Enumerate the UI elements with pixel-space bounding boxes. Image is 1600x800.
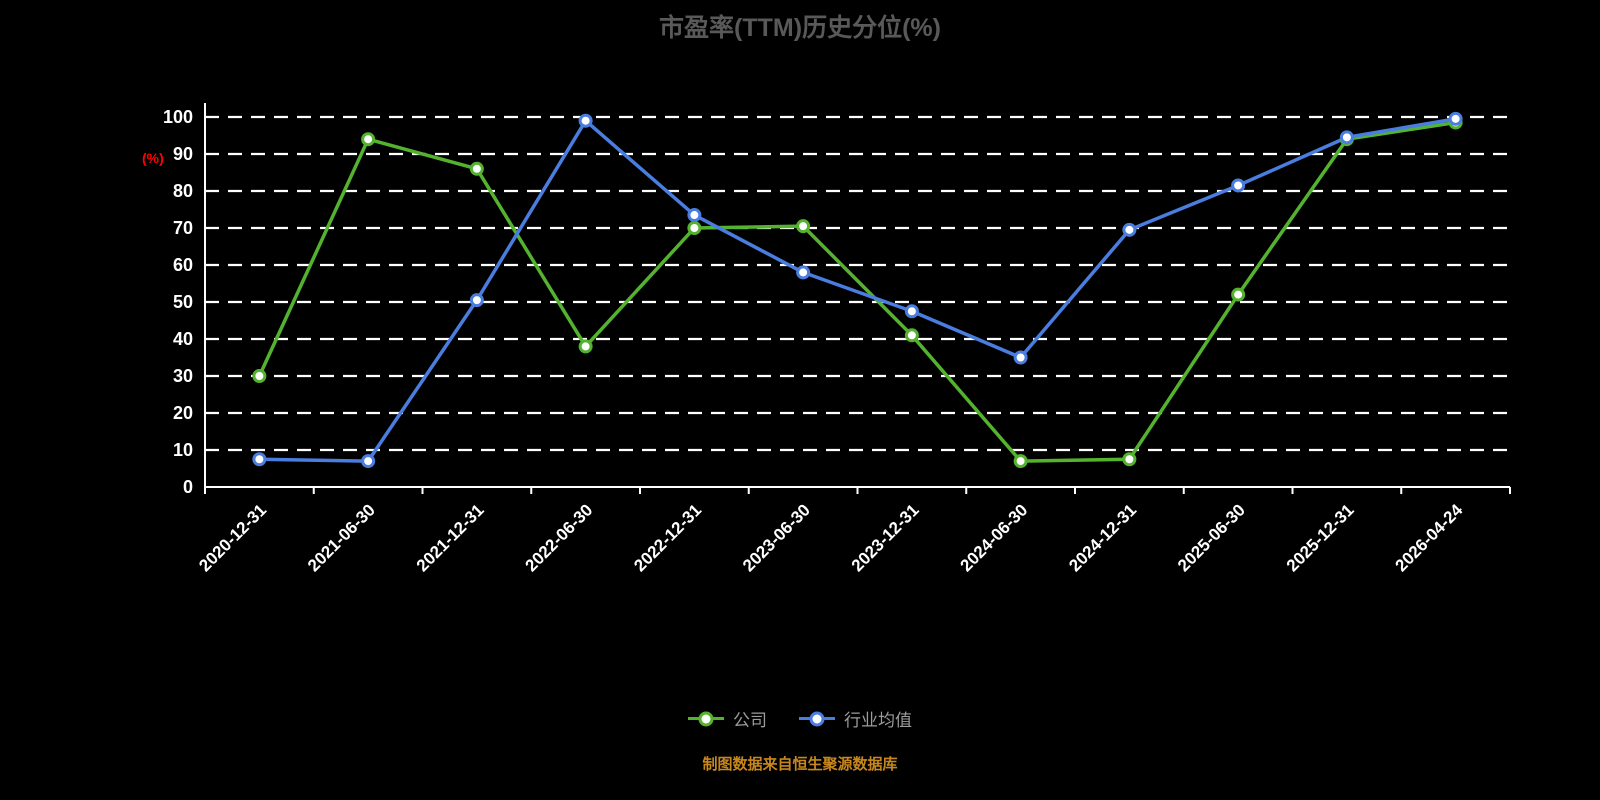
marker-s0-p4 <box>687 221 702 235</box>
marker-s0-p7 <box>1013 454 1028 469</box>
marker-s1-p7 <box>1013 350 1028 365</box>
y-axis-labels: 0 10 20 30 40 50 60 70 80 90 100 <box>163 107 193 497</box>
series-lines <box>257 117 1458 463</box>
svg-text:40: 40 <box>173 329 193 349</box>
marker-s1-p4 <box>687 208 702 223</box>
svg-text:2020-12-31: 2020-12-31 <box>195 500 270 575</box>
svg-text:2021-06-30: 2021-06-30 <box>304 500 379 575</box>
legend-label-company: 公司 <box>733 711 767 730</box>
marker-s1-p6 <box>904 304 919 319</box>
x-axis-labels: 2020-12-31 2021-06-30 2021-12-31 2022-06-30… <box>195 500 1467 575</box>
data-source-note: 制图数据来自恒生聚源数据库 <box>702 756 898 773</box>
marker-s0-p5 <box>796 219 811 234</box>
svg-text:60: 60 <box>173 255 193 275</box>
svg-text:90: 90 <box>173 144 193 164</box>
marker-s0-p1 <box>361 132 376 147</box>
marker-s0-p6 <box>904 328 919 343</box>
marker-s0-p8 <box>1122 452 1137 467</box>
marker-s1-p10 <box>1339 130 1354 145</box>
svg-text:2026-04-24: 2026-04-24 <box>1392 500 1467 575</box>
industry-average-series-marker-icon <box>799 711 835 727</box>
svg-text:80: 80 <box>173 181 193 201</box>
gridlines <box>205 115 1510 452</box>
svg-text:2025-06-30: 2025-06-30 <box>1174 500 1249 575</box>
legend-label-industry-average: 行业均值 <box>844 711 912 730</box>
marker-s1-p5 <box>796 265 811 280</box>
marker-s1-p2 <box>469 293 484 308</box>
marker-s0-p9 <box>1231 287 1246 302</box>
marker-s0-p2 <box>469 161 484 176</box>
svg-text:2022-06-30: 2022-06-30 <box>522 500 597 575</box>
svg-text:2023-06-30: 2023-06-30 <box>739 500 814 575</box>
svg-text:30: 30 <box>173 366 193 386</box>
y-axis-unit-label: (%) <box>142 150 164 166</box>
svg-text:20: 20 <box>173 403 193 423</box>
svg-text:2022-12-31: 2022-12-31 <box>630 500 705 575</box>
marker-s1-p9 <box>1231 178 1246 193</box>
svg-text:70: 70 <box>173 218 193 238</box>
axes <box>204 103 1511 494</box>
svg-text:50: 50 <box>173 292 193 312</box>
marker-s1-p11 <box>1448 111 1463 126</box>
legend: 公司 行业均值 <box>0 706 1600 731</box>
marker-s1-p1 <box>361 454 376 469</box>
chart-title: 市盈率(TTM)历史分位(%) <box>659 14 941 42</box>
svg-text:2025-12-31: 2025-12-31 <box>1283 500 1358 575</box>
svg-text:2021-12-31: 2021-12-31 <box>413 500 488 575</box>
svg-text:2023-12-31: 2023-12-31 <box>848 500 923 575</box>
marker-s1-p3 <box>578 113 593 128</box>
company-series-marker-icon <box>688 711 724 727</box>
svg-text:0: 0 <box>183 477 193 497</box>
marker-s1-p0 <box>252 452 267 467</box>
svg-text:10: 10 <box>173 440 193 460</box>
marker-s0-p0 <box>252 369 267 383</box>
legend-item-industry-average[interactable]: 行业均值 <box>799 706 912 731</box>
svg-text:100: 100 <box>163 107 193 127</box>
series-markers[interactable] <box>252 111 1463 469</box>
plot-area[interactable]: 0 10 20 30 40 50 60 70 80 90 100 2020-12-31 2021-06-… <box>0 0 1600 640</box>
marker-s0-p3 <box>578 339 593 354</box>
series-line-0 <box>257 120 1458 463</box>
marker-s1-p8 <box>1122 222 1137 237</box>
svg-text:2024-06-30: 2024-06-30 <box>957 500 1032 575</box>
svg-text:2024-12-31: 2024-12-31 <box>1065 500 1140 575</box>
legend-item-company[interactable]: 公司 <box>688 706 767 731</box>
series-line-1 <box>257 117 1458 463</box>
